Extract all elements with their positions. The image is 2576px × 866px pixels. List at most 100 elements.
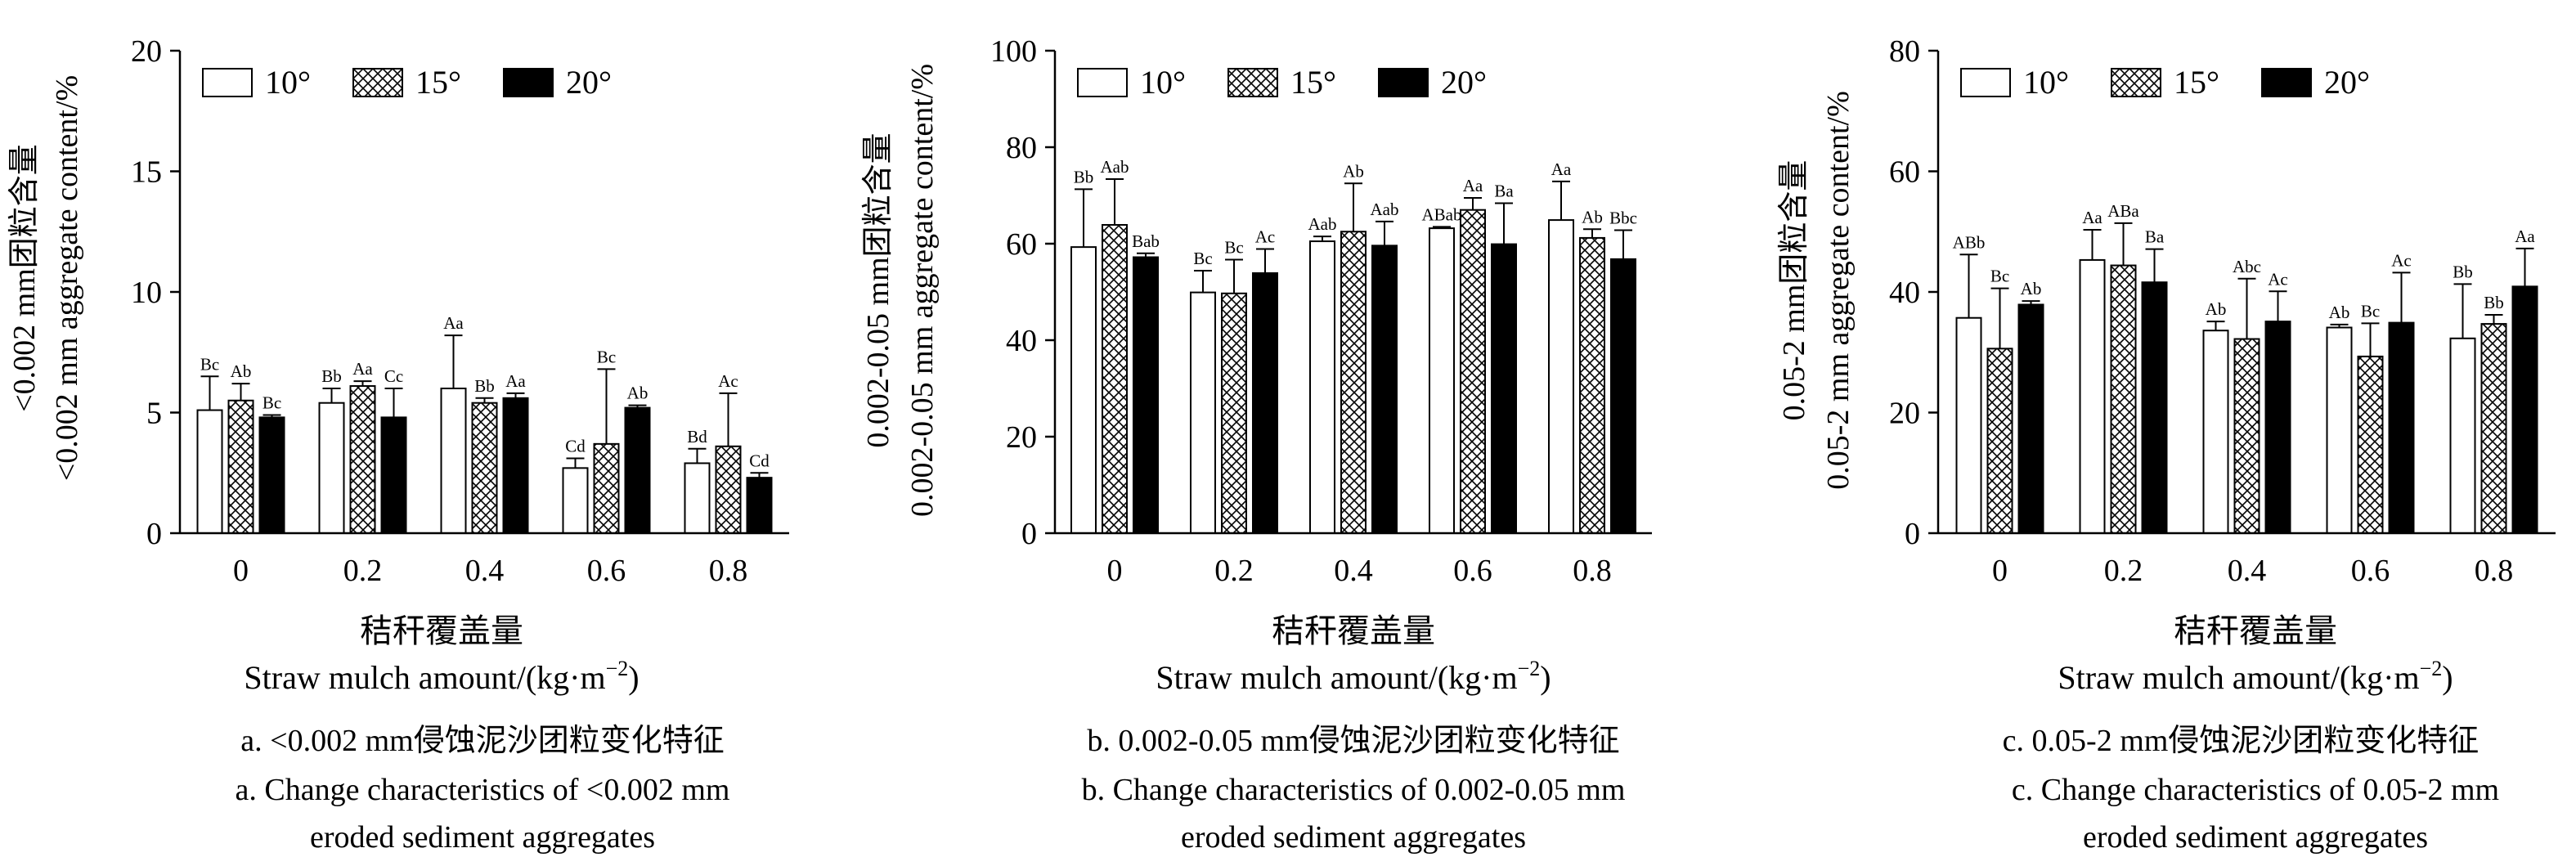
significance-label: Aab [1371,200,1399,219]
legend-swatch-15deg [352,68,403,97]
x-tick-label: 0.2 [2104,554,2143,588]
error-bar [1464,196,1482,210]
bar-20deg [1252,271,1278,534]
error-bar [1106,177,1124,225]
x-tick-label: 0.4 [465,554,505,588]
bar-10deg [2449,337,2476,534]
legend-label-20deg: 20° [2324,64,2370,101]
y-tick-label: 0 [146,517,162,551]
significance-label: Bb [474,376,495,396]
x-tick-label: 0.6 [1453,554,1492,588]
error-bar [2114,222,2133,266]
error-bar [566,457,585,469]
error-bar [1614,229,1632,259]
x-axis-label-cn: 秸秆覆盖量 [2174,612,2337,649]
y-tick-label: 40 [1889,276,1920,310]
error-bar [2392,271,2411,323]
y-axis-label-en: 0.002-0.05 mm aggregate content/% [905,64,940,517]
bar-20deg [2511,285,2538,534]
significance-label: Bb [1074,167,1094,186]
bar-20deg [2017,303,2044,534]
significance-label: Bc [200,354,219,374]
error-bar [1433,226,1451,229]
caption-cn: b. 0.002-0.05 mm侵蚀泥沙团粒变化特征 [1087,724,1619,758]
significance-label: Abc [2233,257,2261,276]
error-bar [506,392,525,398]
error-bar [1990,287,2009,349]
significance-label: Bc [597,347,616,366]
error-bar [2269,290,2287,322]
panel-b: 0.002-0.05 mm团粒含量 0.002-0.05 mm aggregat… [861,34,1652,855]
error-bar [2361,322,2380,357]
bar-20deg [2141,281,2168,534]
error-bar [353,380,372,387]
significance-label: Ba [2145,227,2165,247]
error-bar [597,368,616,444]
legend-label-10deg: 10° [1140,64,1186,101]
bar-20deg [258,416,285,534]
bar-20deg [1610,258,1636,534]
y-tick-label: 20 [131,34,162,69]
bar-10deg [318,402,345,535]
bar-10deg [1955,316,1982,534]
error-bar [2330,323,2349,328]
bar-15deg [1340,231,1367,534]
x-tick-label: 0.2 [343,554,383,588]
y-axis-label-cn: 0.002-0.05 mm团粒含量 [861,132,895,447]
significance-label: Ac [1255,227,1276,246]
error-bar [1225,258,1243,294]
bar-20deg [2264,321,2291,534]
significance-label: Ab [1582,207,1603,227]
plot-area: 0 5 10 15 20 Bc Ab Bc 0 Bb Aa Cc 0.2 Aa Bb Aa 0.4 Cd Bc Ab 0… [131,34,789,588]
error-bar [231,383,250,401]
error-bar [1313,236,1331,242]
error-bar [1376,220,1393,246]
legend-label-20deg: 20° [1441,64,1487,101]
significance-label: Aa [443,313,464,333]
y-tick-label: 80 [1889,34,1920,69]
error-bar [719,392,738,446]
caption-en-line2: eroded sediment aggregates [310,820,655,855]
x-tick-label: 0.8 [1573,554,1612,588]
bar-20deg [746,477,773,535]
caption-en-line1: c. Change characteristics of 0.05-2 mm [2012,773,2499,807]
significance-label: Ac [718,371,738,391]
y-axis-label-en: 0.05-2 mm aggregate content/% [1821,91,1856,490]
legend-swatch-15deg [2111,68,2161,97]
x-tick-label: 0.4 [1334,554,1373,588]
error-bar [475,397,494,403]
bar-15deg [1102,223,1128,534]
bar-20deg [1371,245,1398,534]
bar-15deg [2110,264,2137,534]
x-tick-label: 0 [1107,554,1123,588]
y-tick-label: 100 [990,34,1037,69]
error-bar [1344,182,1362,232]
significance-label: Cd [749,451,770,470]
x-axis-label-en: Straw mulch amount/(kg·m−2) [244,657,639,696]
y-tick-label: 0 [1021,517,1037,551]
caption-en-line2: eroded sediment aggregates [2083,820,2428,855]
significance-label: Ab [627,384,648,403]
legend-swatch-10deg [202,68,253,97]
x-axis-label-en: Straw mulch amount/(kg·m−2) [2058,657,2453,696]
bar-20deg [1133,256,1159,534]
caption-en-line1: a. Change characteristics of <0.002 mm [236,773,730,807]
bar-10deg [562,467,589,534]
bar-15deg [227,399,254,534]
bar-10deg [2326,326,2353,535]
caption-en-line1: b. Change characteristics of 0.002-0.05 … [1082,773,1626,807]
significance-label: Bc [1193,249,1212,268]
x-tick-label: 0.6 [587,554,626,588]
bar-15deg [593,442,620,534]
y-axis-label-cn: 0.05-2 mm团粒含量 [1777,160,1811,421]
y-tick-label: 40 [1006,324,1037,358]
significance-label: Ac [2268,269,2288,289]
legend-swatch-10deg [1960,68,2011,97]
legend-label-10deg: 10° [2023,64,2069,101]
significance-label: Bc [263,393,281,412]
bar-15deg [1579,236,1605,534]
significance-label: Bb [2484,293,2504,312]
significance-label: Ab [1343,161,1364,181]
plot-area: 0 20 40 60 80 100 Bb Aab Bab 0 Bc Bc Ac 0.2 Aab Ab Aab 0.… [990,34,1652,588]
caption-cn: c. 0.05-2 mm侵蚀泥沙团粒变化特征 [2003,724,2480,758]
